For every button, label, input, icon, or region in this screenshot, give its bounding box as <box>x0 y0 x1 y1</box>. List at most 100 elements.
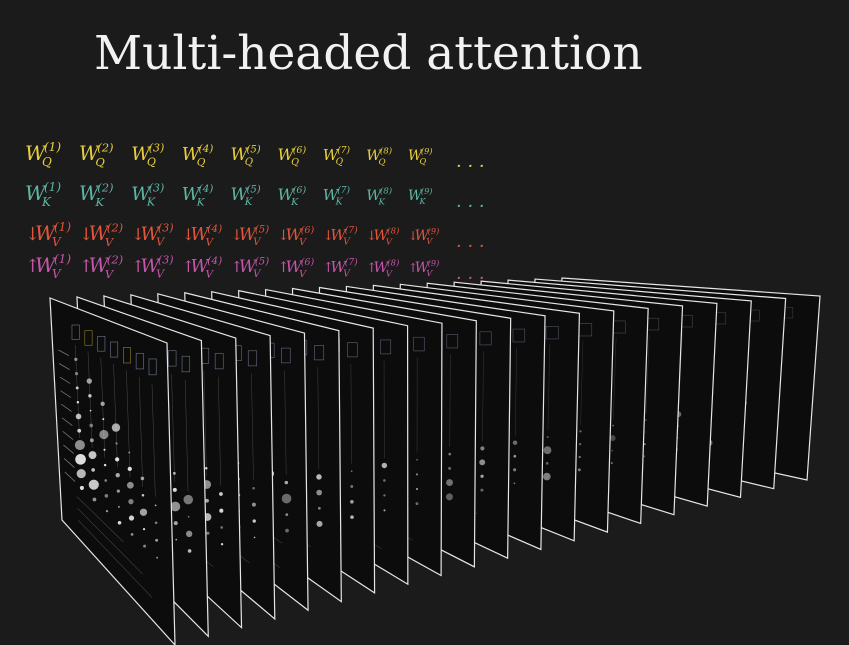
matrix-base: W <box>131 144 152 165</box>
attention-dot <box>205 467 208 470</box>
attention-dot <box>512 440 518 445</box>
matrix-label: W(7) K <box>323 185 351 207</box>
arrow-prefix: ↑ <box>278 260 290 276</box>
grid-line <box>151 383 156 497</box>
attention-dot <box>89 423 94 428</box>
grid-line <box>113 364 118 468</box>
arrow-prefix: ↑ <box>79 257 93 277</box>
attention-dot <box>105 510 109 513</box>
matrix-subscript: V <box>52 235 62 249</box>
matrix-base: W <box>35 253 57 277</box>
token-chip <box>380 339 392 355</box>
matrix-base: W <box>330 258 347 276</box>
matrix-base: W <box>191 225 211 245</box>
attention-dot <box>579 430 582 433</box>
attention-dot <box>644 418 647 421</box>
matrix-base: W <box>415 260 430 276</box>
matrix-subscript: K <box>94 195 105 209</box>
matrix-base: W <box>89 222 111 245</box>
attention-dot <box>281 493 292 504</box>
matrix-base: W <box>191 257 211 277</box>
grid-line <box>580 341 584 425</box>
attention-dot <box>350 500 354 504</box>
value-up-row: ↑W(1)V ↑W(2)V ↑W(3)V ↑W(4)V ↑W(5)V ↑W(6)V ↑W(7… <box>25 252 485 289</box>
attention-dot <box>143 544 147 548</box>
attention-dot <box>578 455 581 459</box>
matrix-base: W <box>131 184 152 205</box>
row-label <box>58 363 70 370</box>
matrix-subscript: V <box>426 236 433 246</box>
token-chip <box>123 347 131 364</box>
matrix-superscript: (1) <box>44 140 61 154</box>
grid-line <box>547 344 551 431</box>
matrix-label: W(8)Q <box>366 146 392 168</box>
matrix-base: W <box>35 221 57 245</box>
attention-dot <box>118 506 120 508</box>
attention-dot <box>175 538 178 541</box>
grid-line <box>284 370 287 475</box>
matrix-superscript: (6) <box>301 225 315 236</box>
attention-dot <box>480 488 484 492</box>
attention-dot <box>183 494 194 505</box>
attention-dot <box>76 400 80 404</box>
matrix-subscript: Q <box>147 156 156 169</box>
matrix-superscript: (5) <box>246 183 260 195</box>
attention-dot <box>285 513 289 516</box>
grid-line <box>613 338 617 420</box>
arrow-prefix: ↓ <box>278 228 290 244</box>
attention-dot <box>251 502 256 507</box>
matrix-superscript: (4) <box>207 255 222 267</box>
attention-dot <box>285 528 289 533</box>
attention-dot <box>75 386 79 390</box>
matrix-subscript: Q <box>378 157 385 167</box>
matrix-superscript: (8) <box>380 146 392 157</box>
token-chip <box>110 341 119 358</box>
matrix-superscript: (8) <box>387 258 399 269</box>
attention-dot <box>86 378 92 384</box>
attention-dot <box>99 429 109 440</box>
matrix-base: W <box>286 257 304 276</box>
matrix-label: ↓W(1)V <box>25 220 71 249</box>
matrix-subscript: V <box>52 267 62 281</box>
matrix-label: ↑W(2)V <box>79 252 123 280</box>
token-chip <box>97 336 106 352</box>
token-chip <box>446 334 459 349</box>
matrix-superscript: (1) <box>54 252 71 266</box>
attention-dot <box>206 531 210 535</box>
attention-dot <box>545 462 549 465</box>
matrix-label: W(1)K <box>25 180 61 209</box>
attention-dot <box>140 476 145 481</box>
attention-dot <box>445 493 453 501</box>
matrix-superscript: (4) <box>198 183 213 195</box>
matrix-base: W <box>239 256 258 276</box>
row-label <box>62 431 74 440</box>
attention-dot <box>513 454 517 458</box>
grid-line <box>126 370 131 478</box>
matrix-label: ↑W(7) V <box>323 257 358 279</box>
token-chip <box>314 345 325 361</box>
matrix-subscript: V <box>253 237 262 248</box>
matrix-base: W <box>373 228 389 244</box>
matrix-superscript: (7) <box>337 185 350 196</box>
token-chip <box>181 355 191 373</box>
attention-panel <box>49 297 176 645</box>
matrix-base: W <box>140 256 161 277</box>
matrix-subscript: V <box>156 268 165 281</box>
arrow-prefix: ↓ <box>25 224 40 245</box>
text-line <box>77 519 153 598</box>
matrix-superscript: (8) <box>380 186 392 197</box>
attention-dot <box>543 446 552 455</box>
attention-dot <box>185 530 193 538</box>
attention-dot <box>219 492 223 496</box>
matrix-superscript: (4) <box>198 143 213 155</box>
attention-dot <box>220 526 224 529</box>
matrix-label: ↓W(7) V <box>323 225 358 247</box>
matrix-subscript: V <box>206 236 215 248</box>
grid-line <box>87 351 93 448</box>
attention-dot <box>128 498 134 505</box>
arrow-prefix: ↓ <box>323 228 334 244</box>
attention-dot <box>77 428 82 433</box>
matrix-base: W <box>366 148 382 164</box>
matrix-subscript: V <box>156 236 165 249</box>
matrix-label: ↑W(6)V <box>278 257 315 280</box>
